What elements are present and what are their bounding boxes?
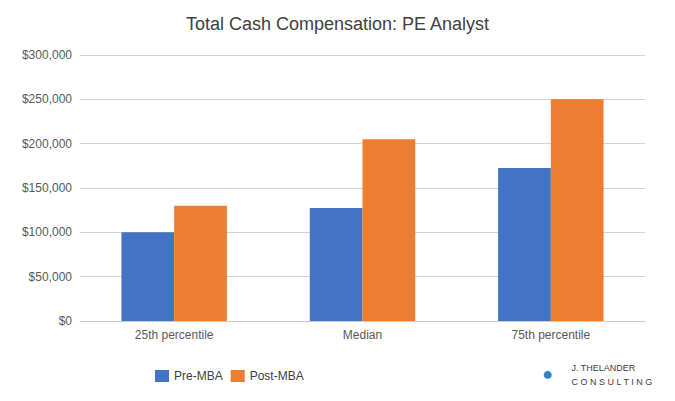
svg-text:C O N S U L T I N G: C O N S U L T I N G bbox=[571, 377, 652, 387]
svg-text:$300,000: $300,000 bbox=[22, 48, 72, 62]
svg-text:$50,000: $50,000 bbox=[29, 270, 73, 284]
svg-text:25th percentile: 25th percentile bbox=[135, 328, 214, 342]
svg-text:●: ● bbox=[542, 364, 553, 384]
svg-text:Median: Median bbox=[343, 328, 382, 342]
svg-text:J. THELANDER: J. THELANDER bbox=[571, 363, 635, 373]
svg-text:$0: $0 bbox=[59, 314, 73, 328]
svg-text:75th percentile: 75th percentile bbox=[511, 328, 590, 342]
svg-text:Total Cash Compensation: PE An: Total Cash Compensation: PE Analyst bbox=[186, 14, 489, 34]
svg-text:$250,000: $250,000 bbox=[22, 92, 72, 106]
svg-text:Pre-MBA: Pre-MBA bbox=[174, 369, 223, 383]
svg-text:$150,000: $150,000 bbox=[22, 181, 72, 195]
svg-text:$100,000: $100,000 bbox=[22, 225, 72, 239]
svg-text:Post-MBA: Post-MBA bbox=[250, 369, 304, 383]
svg-text:$200,000: $200,000 bbox=[22, 137, 72, 151]
